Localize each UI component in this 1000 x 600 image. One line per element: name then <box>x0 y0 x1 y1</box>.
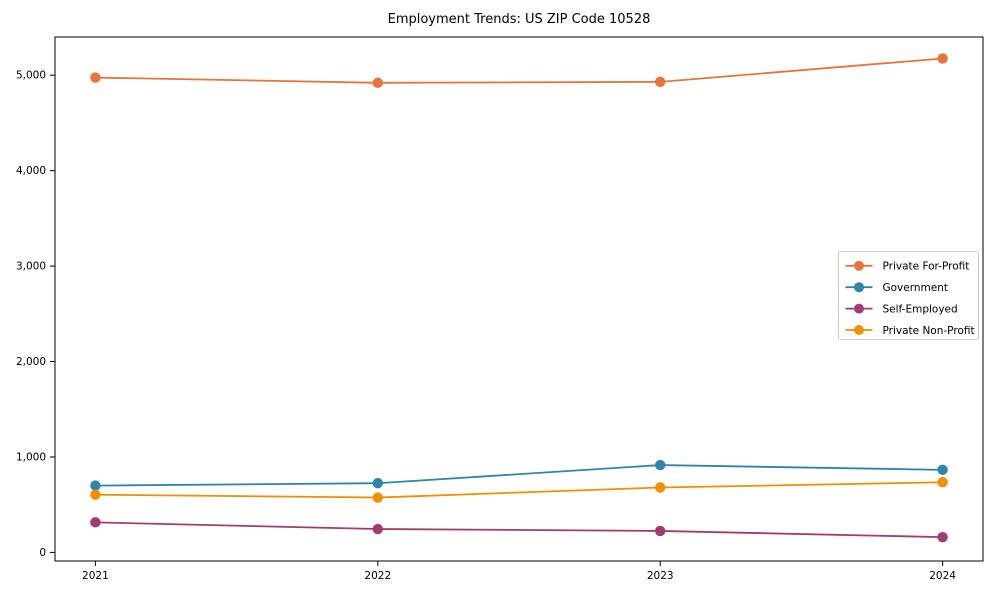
series-line-private-non-profit <box>95 481 943 499</box>
data-point-private-for-profit <box>372 77 383 89</box>
data-point-private-non-profit <box>90 489 101 500</box>
x-tick-label: 2023 <box>647 570 674 582</box>
legend-label: Government <box>883 282 948 294</box>
legend-label: Self-Employed <box>883 303 958 315</box>
y-tick-label: 2,000 <box>16 356 46 368</box>
legend-swatch-marker <box>854 260 864 271</box>
data-point-government <box>937 464 948 476</box>
x-tick-label: 2024 <box>929 570 956 582</box>
data-point-self-employed <box>937 531 948 543</box>
data-point-government <box>372 478 383 489</box>
legend-label: Private For-Profit <box>883 261 970 273</box>
legend-swatch-marker <box>854 303 864 314</box>
legend-swatch-marker <box>854 282 864 293</box>
series-line-government <box>95 464 943 487</box>
data-point-private-non-profit <box>372 492 383 503</box>
y-tick-label: 4,000 <box>16 165 46 177</box>
legend-label: Private Non-Profit <box>883 325 975 337</box>
data-point-self-employed <box>90 517 101 528</box>
y-tick-label: 0 <box>39 547 46 559</box>
data-point-self-employed <box>655 525 666 537</box>
series-line-private-for-profit <box>95 57 943 84</box>
plot-area-border <box>54 36 984 562</box>
chart-title: Employment Trends: US ZIP Code 10528 <box>387 12 651 27</box>
y-tick-label: 3,000 <box>16 261 46 273</box>
data-point-private-non-profit <box>655 482 666 493</box>
x-tick-label: 2022 <box>364 570 391 582</box>
y-tick-label: 1,000 <box>16 451 46 463</box>
data-point-private-non-profit <box>937 477 948 488</box>
data-point-government <box>655 459 666 471</box>
data-point-self-employed <box>372 523 383 535</box>
data-point-private-for-profit <box>655 76 666 88</box>
series-line-self-employed <box>95 521 943 539</box>
y-tick-label: 5,000 <box>16 70 46 82</box>
x-tick-label: 2021 <box>82 570 109 582</box>
legend-swatch-marker <box>854 325 864 335</box>
data-point-private-for-profit <box>90 72 101 83</box>
data-point-private-for-profit <box>937 53 948 64</box>
legend-box <box>838 251 979 340</box>
data-point-government <box>90 480 101 491</box>
